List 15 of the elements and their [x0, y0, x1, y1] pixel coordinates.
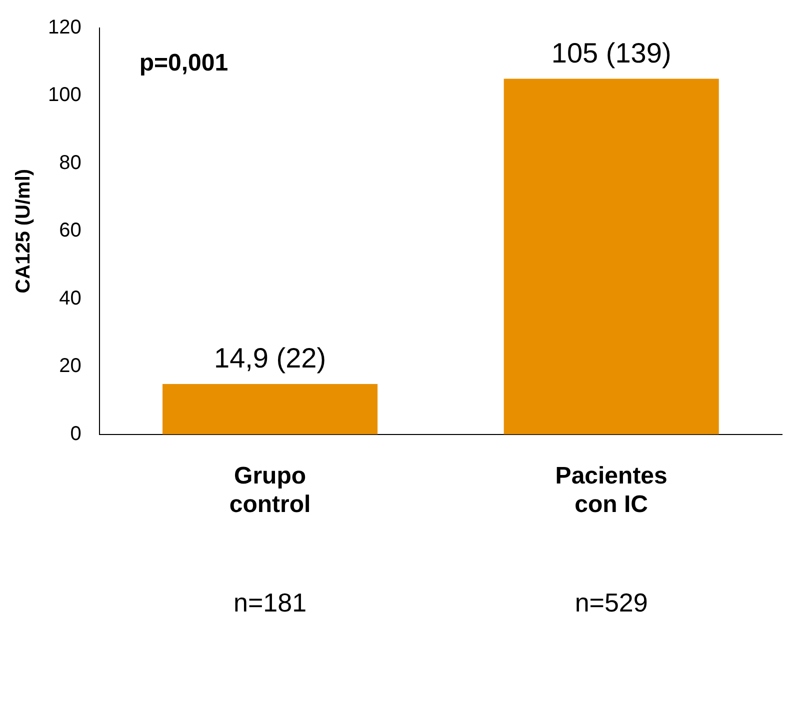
- text: n=181: [234, 588, 307, 618]
- x-tick-label: Grupo control: [229, 462, 311, 518]
- y-tick-label: 80: [59, 152, 82, 174]
- y-axis-title: CA125 (U/ml): [12, 168, 35, 294]
- y-tick-label: 120: [48, 16, 82, 39]
- text: n=529: [574, 588, 648, 618]
- y-tick-label: 100: [48, 84, 82, 106]
- y-tick-label: 20: [59, 355, 82, 378]
- data-label: 14,9 (22): [214, 342, 326, 374]
- y-tick-label: 60: [59, 220, 82, 242]
- annotation: p=0,001: [139, 50, 228, 77]
- y-tick-label: 0: [70, 422, 82, 445]
- y-tick-label: 40: [59, 287, 82, 310]
- x-tick-label: Pacientes con IC: [555, 462, 668, 518]
- data-label: 105 (139): [551, 38, 672, 69]
